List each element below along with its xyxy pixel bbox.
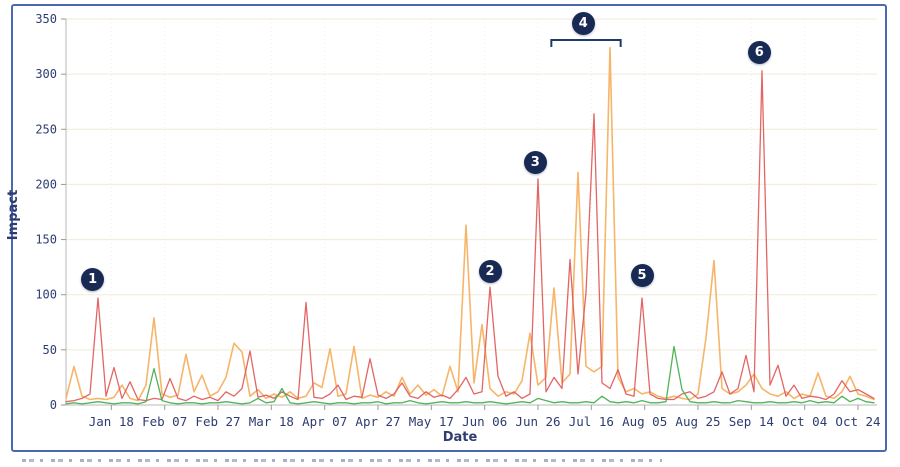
x-tick-label: Jun 06	[462, 414, 507, 429]
x-tick-label: Apr 07	[302, 414, 347, 429]
annotation-badge-1: 1	[81, 267, 105, 291]
y-tick-label: 100	[35, 288, 57, 302]
x-tick-label: May 17	[409, 414, 454, 429]
y-tick-label: 0	[50, 398, 57, 412]
x-tick-label: Jul 16	[569, 414, 614, 429]
x-tick-label: Oct 24	[835, 414, 880, 429]
y-tick-label: 50	[43, 343, 57, 357]
annotation-badge-5: 5	[630, 264, 654, 288]
annotation-badge-6: 6	[747, 40, 771, 64]
clipped-caption-marks	[22, 459, 662, 462]
x-axis-title: Date	[442, 430, 478, 445]
annotation-badge-2: 2	[478, 260, 502, 284]
series-line-green	[65, 345, 875, 405]
y-tick-label: 300	[35, 67, 57, 81]
clipped-caption-line	[22, 459, 878, 467]
x-tick-label: Oct 04	[782, 414, 827, 429]
y-tick-label: 350	[35, 12, 57, 26]
x-tick-label: Apr 27	[355, 414, 400, 429]
x-tick-label: Mar 18	[249, 414, 294, 429]
y-axis-title: Impact	[5, 189, 21, 241]
series-line-red	[65, 70, 875, 403]
x-tick-label: Feb 27	[195, 414, 240, 429]
y-tick-label: 150	[35, 233, 57, 247]
annotation-badge-3: 3	[523, 150, 547, 174]
annotation-badge-4: 4	[571, 11, 595, 35]
x-tick-label: Jun 26	[515, 414, 560, 429]
x-tick-label: Aug 05	[622, 414, 667, 429]
x-tick-label: Aug 25	[675, 414, 720, 429]
x-tick-label: Feb 07	[142, 414, 187, 429]
y-tick-label: 200	[35, 177, 57, 191]
y-tick-label: 250	[35, 122, 57, 136]
series-line-orange	[65, 46, 875, 402]
annotation-bracket	[550, 38, 622, 47]
x-tick-label: Jan 18	[89, 414, 134, 429]
x-tick-label: Sep 14	[729, 414, 774, 429]
